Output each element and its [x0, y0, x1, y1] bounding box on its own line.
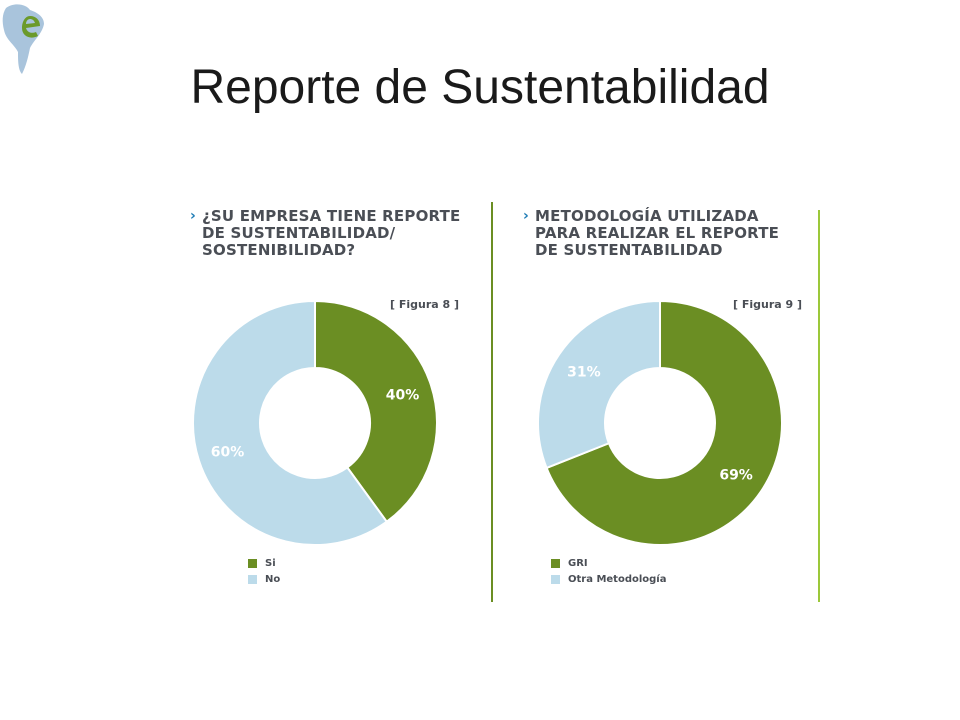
legend-item: Otra Metodología: [551, 571, 667, 587]
legend-item: GRI: [551, 555, 667, 571]
legend-swatch: [248, 558, 257, 568]
legend-item: No: [248, 571, 280, 587]
chevron-right-icon: ›: [190, 208, 196, 224]
legend-swatch: [551, 574, 560, 584]
divider: [491, 202, 493, 602]
data-label: 31%: [567, 364, 601, 380]
chart-title-line: DE SUSTENTABILIDAD: [535, 241, 723, 259]
legend-label: No: [265, 573, 281, 585]
legend-item: Si: [248, 555, 280, 571]
chart-title-line: PARA REALIZAR EL REPORTE: [535, 224, 780, 242]
legend-swatch: [248, 574, 257, 584]
divider: [818, 210, 820, 602]
chevron-right-icon: ›: [523, 208, 529, 224]
slide-title: Reporte de Sustentabilidad: [190, 61, 770, 114]
chart-title-line: SOSTENIBILIDAD?: [202, 241, 356, 259]
chart-panel-left: › ¿SU EMPRESA TIENE REPORTE DE SUSTENTAB…: [190, 200, 480, 610]
legend-label: Otra Metodología: [568, 573, 667, 585]
logo-icon: [2, 4, 45, 75]
chart-title: › ¿SU EMPRESA TIENE REPORTE DE SUSTENTAB…: [190, 207, 461, 259]
data-label: 69%: [719, 468, 753, 484]
pie-slice: [545, 300, 783, 546]
legend-label: Si: [265, 557, 276, 569]
pie-slice: [537, 300, 661, 470]
chart-title: › METODOLOGÍA UTILIZADA PARA REALIZAR EL…: [523, 207, 780, 259]
legend-label: GRI: [568, 557, 588, 569]
donut-chart: 40% 60%: [192, 300, 438, 546]
donut-chart: 69% 31%: [537, 300, 783, 546]
figure-label: [ Figura 9 ]: [733, 298, 803, 311]
figure-label: [ Figura 8 ]: [390, 298, 460, 311]
legend: GRI Otra Metodología: [551, 555, 667, 587]
chart-title-line: METODOLOGÍA UTILIZADA: [535, 207, 759, 225]
legend: Si No: [248, 555, 280, 587]
chart-title-line: DE SUSTENTABILIDAD/: [202, 224, 396, 242]
data-label: 40%: [386, 388, 420, 404]
chart-title-line: ¿SU EMPRESA TIENE REPORTE: [202, 207, 461, 225]
chart-panel-right: › METODOLOGÍA UTILIZADA PARA REALIZAR EL…: [523, 200, 815, 610]
legend-swatch: [551, 558, 560, 568]
pie-slice: [314, 300, 438, 524]
pie-slice: [192, 300, 389, 546]
data-label: 60%: [211, 444, 245, 460]
